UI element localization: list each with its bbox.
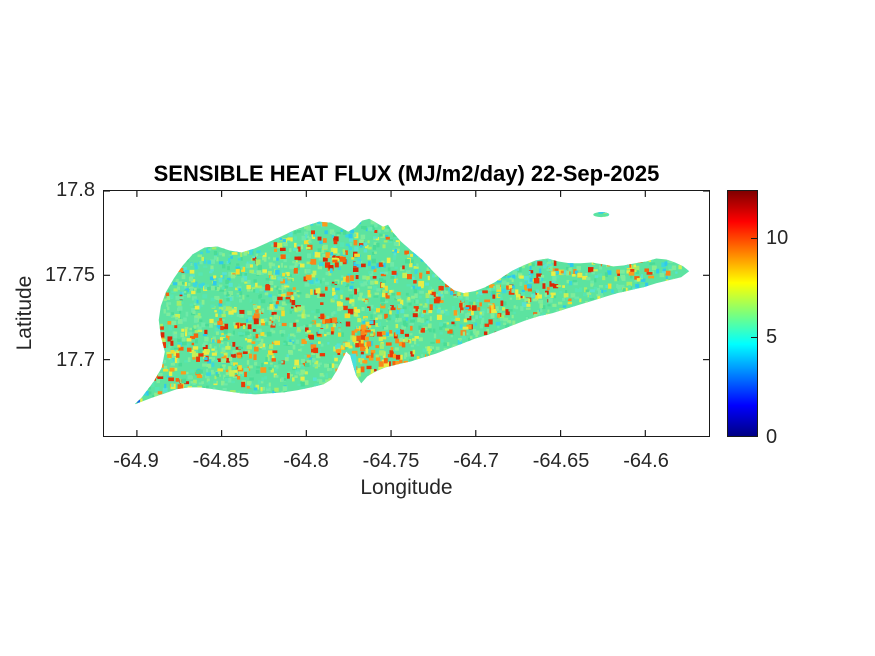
colorbar-tick-label: 10 bbox=[766, 226, 789, 249]
colorbar-tick bbox=[751, 337, 757, 339]
x-tick-label: -64.7 bbox=[453, 450, 499, 472]
y-tick-label: 17.8 bbox=[56, 179, 95, 201]
x-tick-label: -64.65 bbox=[532, 450, 590, 472]
y-tick-label: 17.75 bbox=[44, 263, 95, 286]
plot-area bbox=[103, 190, 710, 437]
colorbar-tick-label: 5 bbox=[766, 326, 778, 349]
heatmap-canvas bbox=[104, 191, 709, 436]
y-tick-label: 17.7 bbox=[56, 348, 95, 371]
y-axis-label: Latitude bbox=[13, 275, 36, 351]
colorbar-tick bbox=[751, 237, 757, 239]
colorbar bbox=[727, 190, 758, 437]
x-axis-label: Longitude bbox=[360, 476, 453, 499]
x-tick-label: -64.75 bbox=[362, 450, 420, 472]
x-tick-label: -64.8 bbox=[283, 450, 329, 472]
x-tick-label: -64.9 bbox=[113, 450, 159, 472]
colorbar-tick-label: 0 bbox=[766, 426, 778, 448]
colorbar-gradient bbox=[728, 191, 757, 436]
x-tick-label: -64.85 bbox=[192, 450, 250, 472]
x-tick-label: -64.6 bbox=[623, 450, 669, 472]
chart-title: SENSIBLE HEAT FLUX (MJ/m2/day) 22-Sep-20… bbox=[153, 161, 660, 186]
